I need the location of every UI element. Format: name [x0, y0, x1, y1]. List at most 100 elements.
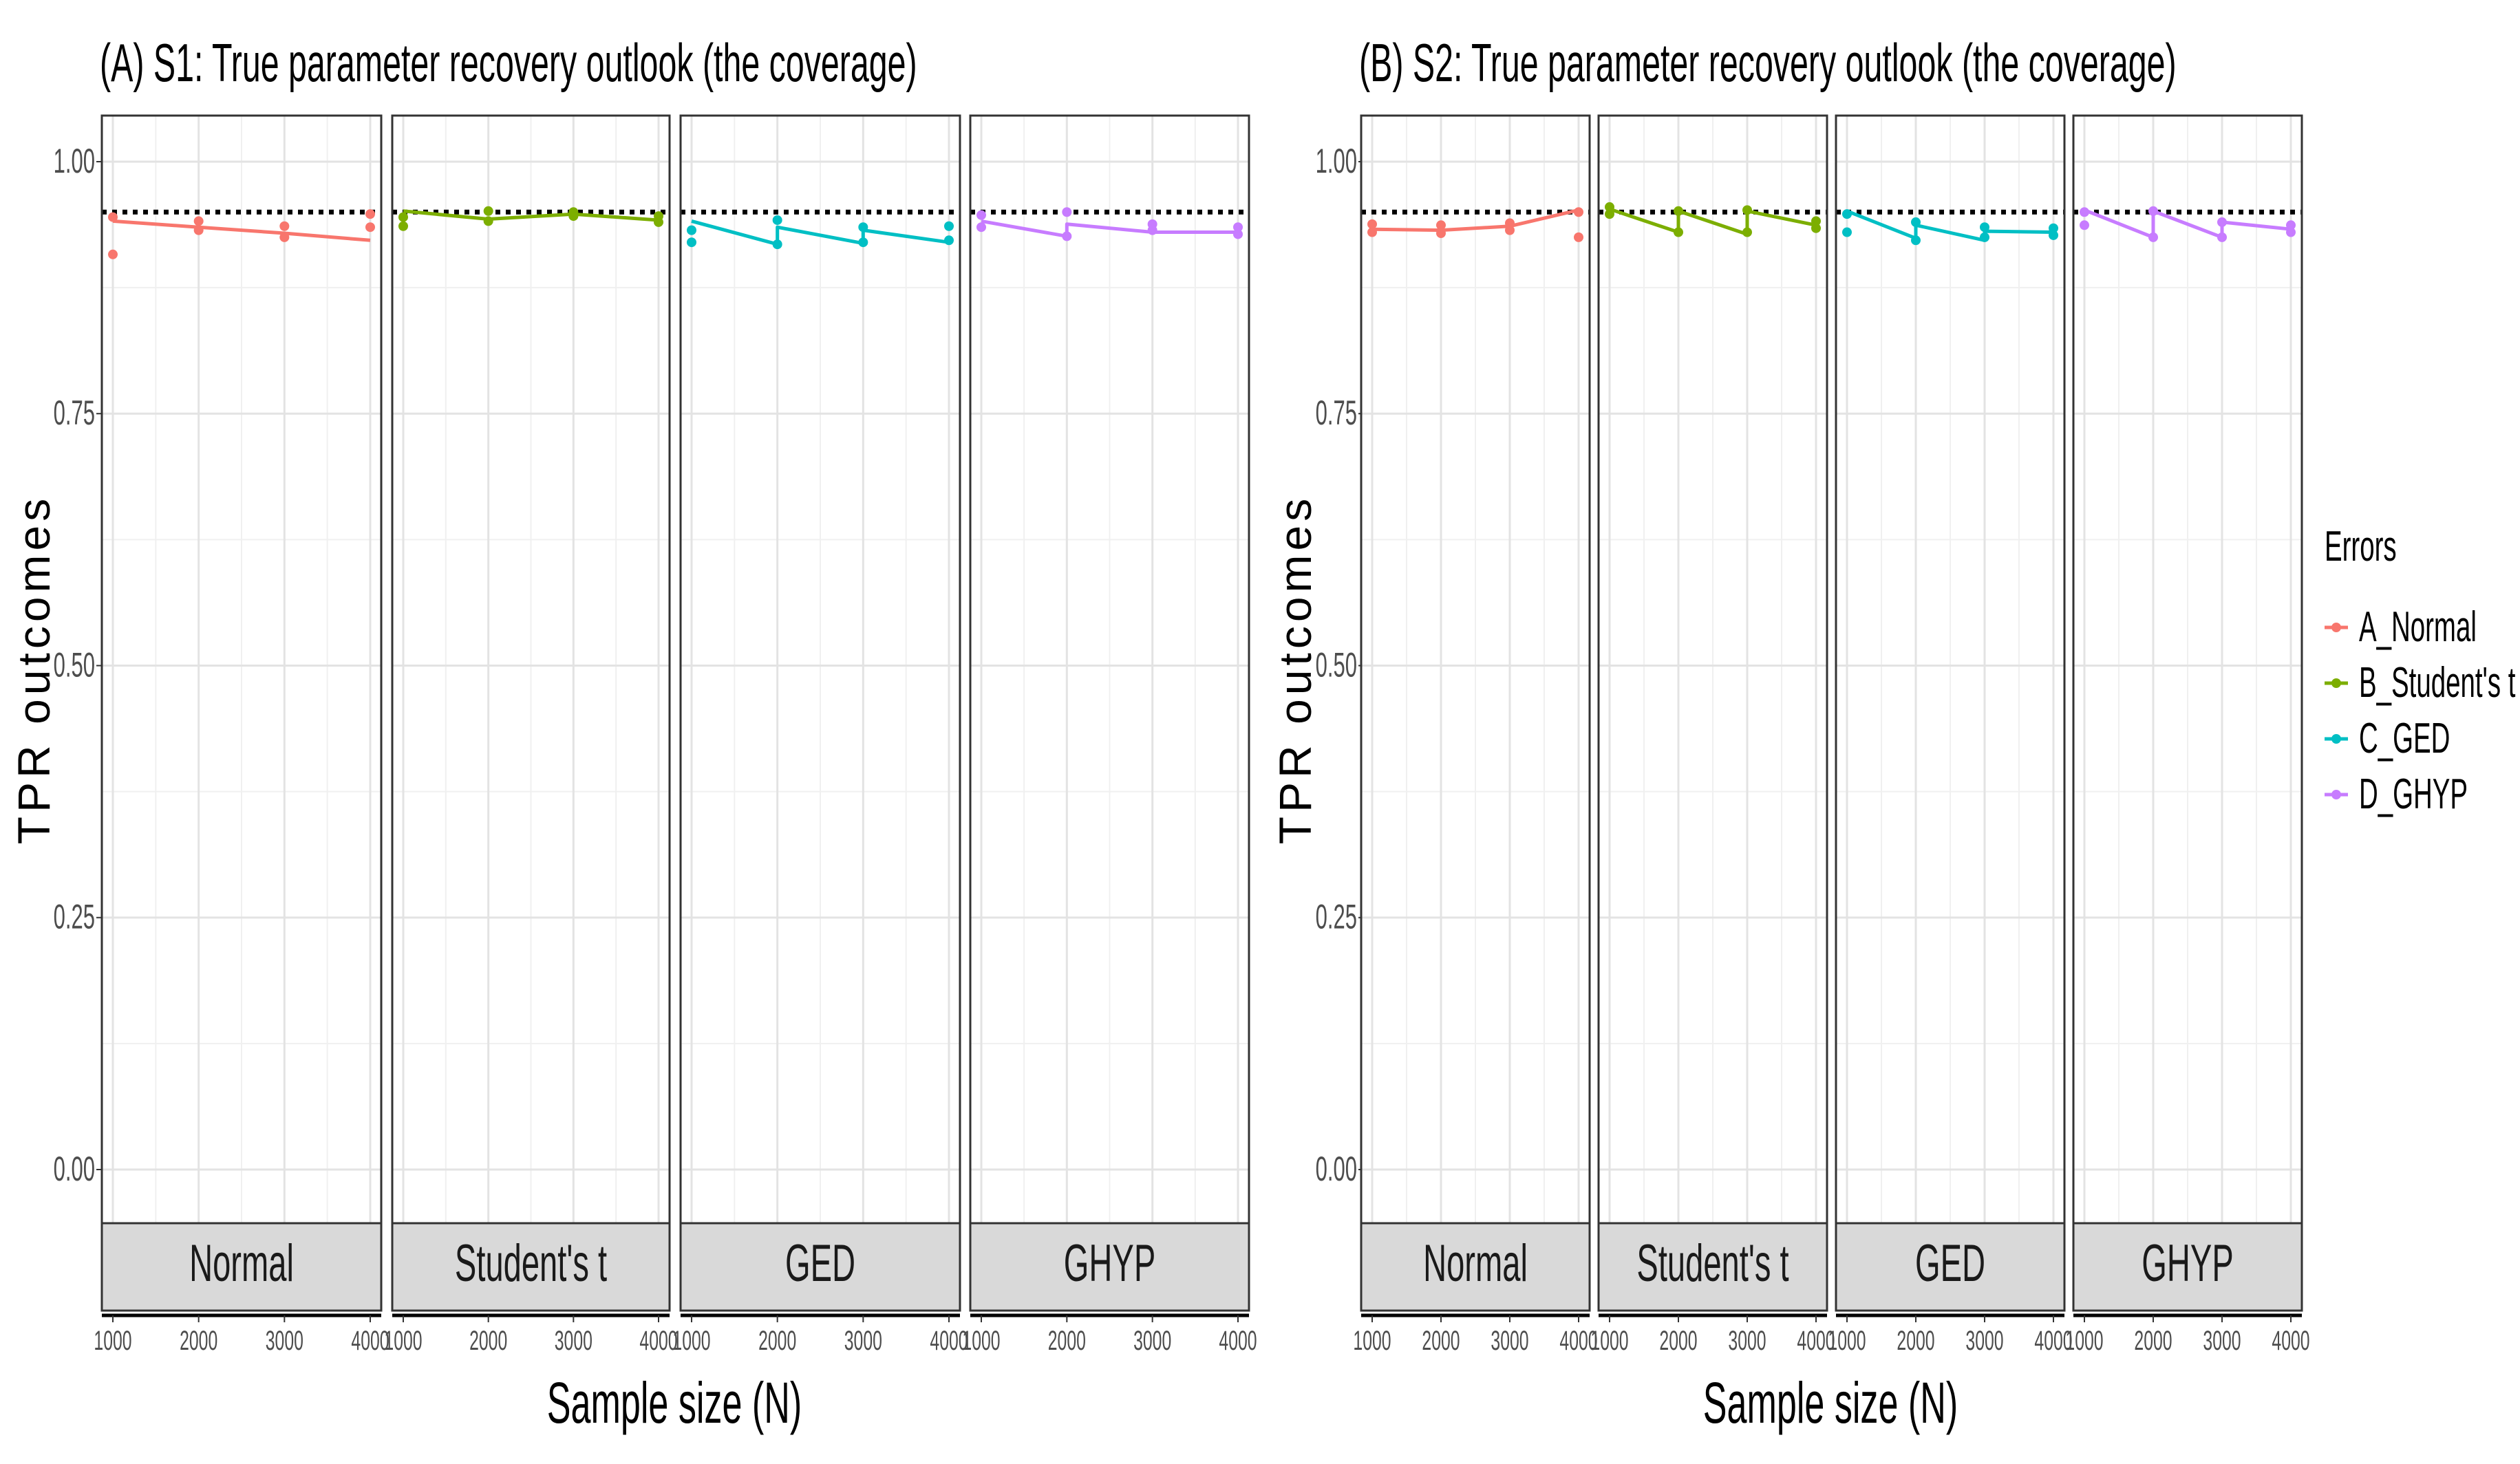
legend: Errors A_Normal B_Student's t C_GED D_GHYP: [2325, 522, 2515, 818]
x-tick-label: 3000: [1491, 1326, 1528, 1356]
x-tick-label: 1000: [94, 1326, 131, 1356]
data-point: [365, 209, 375, 219]
y-tick-label: 0.50: [1316, 645, 1357, 684]
facet-student-s-t: Student's t 1000 2000 3000 4000: [384, 114, 678, 1357]
legend-title: Errors: [2325, 522, 2397, 570]
data-point: [2148, 206, 2158, 216]
facet-strip: [969, 1222, 1250, 1312]
x-tick-label: 3000: [1133, 1326, 1171, 1356]
data-point: [772, 215, 782, 225]
data-point: [193, 225, 204, 235]
data-point: [976, 222, 986, 233]
data-point: [483, 206, 493, 216]
data-point: [398, 212, 408, 222]
series-line: [1371, 208, 1579, 233]
data-point: [1742, 227, 1752, 237]
data-point: [1505, 218, 1515, 228]
legend-label: A_Normal: [2359, 603, 2477, 651]
legend-item: A_Normal: [2325, 603, 2477, 651]
x-tick-label: 3000: [2203, 1326, 2241, 1356]
data-point: [1062, 231, 1072, 241]
series-line: [1846, 209, 2054, 242]
panel-title: (B) S2: True parameter recovery outlook …: [1359, 32, 2177, 93]
facet-strip-label: GHYP: [1064, 1235, 1156, 1293]
x-tick-label: 2000: [180, 1326, 217, 1356]
data-point: [2286, 220, 2296, 230]
y-tick-label: 0.25: [1316, 897, 1357, 936]
y-tick-label: 1.00: [54, 141, 95, 180]
y-axis-title: TPR outcomes: [1270, 495, 1321, 844]
chart-panel-b: (B) S2: True parameter recovery outlook …: [1270, 32, 2310, 1435]
x-tick-label: 2000: [1422, 1326, 1460, 1356]
data-point: [1674, 227, 1683, 237]
legend-label: D_GHYP: [2359, 770, 2468, 818]
data-point: [1605, 209, 1614, 219]
facet-ghyp: GHYP 1000 2000 3000 4000: [962, 114, 1257, 1357]
x-axis-title: Sample size (N): [547, 1370, 802, 1435]
data-point: [279, 232, 290, 242]
facet-strip: [679, 1222, 961, 1312]
data-point: [279, 221, 290, 231]
panel-title: (A) S1: True parameter recovery outlook …: [100, 32, 917, 93]
facet-ged: GED 1000 2000 3000 4000: [1828, 114, 2073, 1357]
legend-label: B_Student's t: [2359, 658, 2515, 707]
legend-item: B_Student's t: [2325, 658, 2515, 707]
y-axis-title: TPR outcomes: [8, 495, 59, 844]
data-point: [1436, 220, 1446, 230]
facet-strip: [2072, 1222, 2303, 1312]
facet-strip-label: GED: [785, 1235, 855, 1293]
data-point: [1980, 222, 1989, 233]
x-tick-label: 2000: [469, 1326, 507, 1356]
y-tick-label: 0.00: [1316, 1149, 1357, 1187]
y-tick-label: 0.75: [54, 394, 95, 432]
facet-strip-label: GED: [1915, 1235, 1985, 1293]
data-point: [1147, 219, 1157, 229]
series-line: [1609, 207, 1817, 236]
x-tick-label: 4000: [351, 1326, 389, 1356]
legend-item: D_GHYP: [2325, 770, 2468, 818]
legend-key-point: [2331, 678, 2341, 688]
x-tick-label: 4000: [2272, 1326, 2309, 1356]
data-point: [944, 235, 954, 246]
x-tick-label: 1000: [1353, 1326, 1391, 1356]
series-line: [403, 209, 659, 222]
data-point: [1436, 228, 1446, 239]
x-tick-label: 4000: [1559, 1326, 1597, 1356]
legend-label: C_GED: [2359, 714, 2450, 762]
data-point: [1811, 216, 1821, 226]
legend-key-point: [2331, 623, 2341, 632]
y-tick-label: 0.75: [1316, 394, 1357, 432]
x-tick-label: 4000: [639, 1326, 677, 1356]
y-tick-label: 0.50: [54, 645, 95, 684]
data-point: [1811, 223, 1821, 233]
legend-item: C_GED: [2325, 714, 2450, 762]
data-point: [365, 222, 375, 233]
data-point: [858, 237, 868, 248]
x-tick-label: 1000: [384, 1326, 422, 1356]
x-tick-label: 2000: [1048, 1326, 1086, 1356]
y-tick-label: 1.00: [1316, 141, 1357, 180]
data-point: [1062, 207, 1072, 217]
series-line: [981, 219, 1238, 238]
x-tick-label: 4000: [930, 1326, 968, 1356]
data-point: [944, 221, 954, 231]
legend-key-point: [2331, 734, 2341, 744]
data-point: [858, 222, 868, 233]
x-tick-label: 3000: [555, 1326, 592, 1356]
data-point: [1367, 219, 1377, 229]
x-tick-label: 3000: [844, 1326, 882, 1356]
chart-panel-a: (A) S1: True parameter recovery outlook …: [8, 32, 1257, 1435]
data-point: [398, 221, 408, 231]
facet-strip-label: Student's t: [1636, 1235, 1788, 1293]
data-point: [1605, 202, 1614, 212]
x-tick-label: 1000: [962, 1326, 1000, 1356]
data-point: [1505, 225, 1515, 235]
data-point: [108, 212, 118, 222]
data-point: [1233, 229, 1243, 239]
data-point: [2049, 230, 2058, 240]
series-line: [112, 219, 371, 242]
data-point: [2217, 232, 2227, 242]
facet-ghyp: GHYP 1000 2000 3000 4000: [2065, 114, 2310, 1357]
